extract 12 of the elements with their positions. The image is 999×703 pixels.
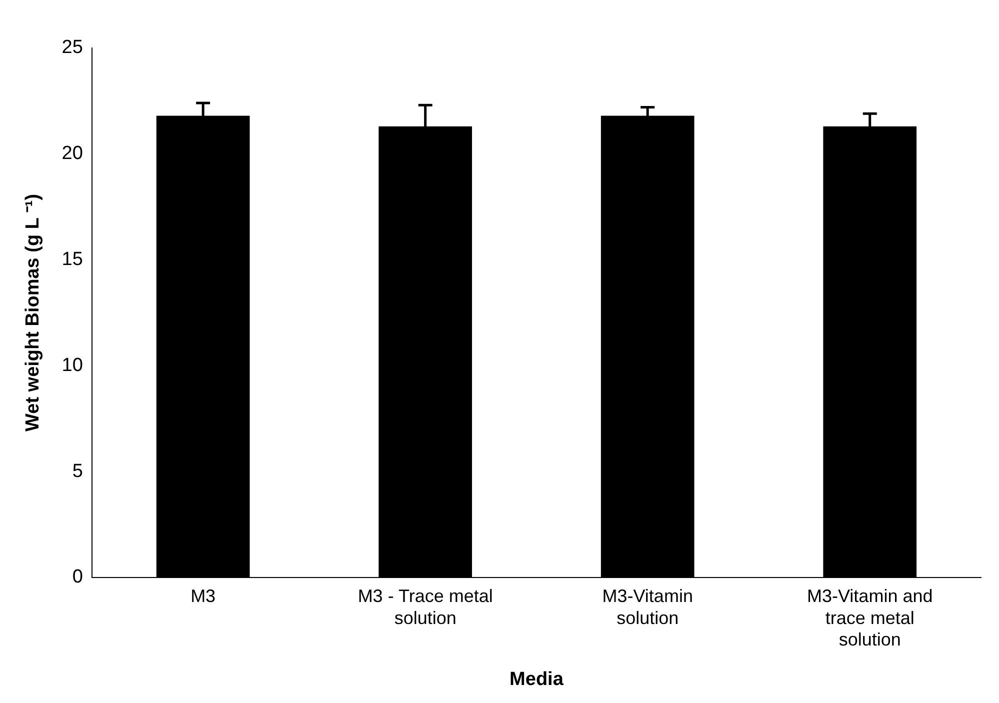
y-axis-title: Wet weight Biomas (g L ⁻¹) xyxy=(22,194,44,432)
y-tick-label: 20 xyxy=(62,143,83,164)
x-tick-label: M3 - Trace metal solution xyxy=(358,586,493,628)
x-tick-label: M3-Vitamin solution xyxy=(602,586,693,628)
y-tick-label: 5 xyxy=(72,460,83,482)
x-tick-label: M3 xyxy=(190,586,216,606)
x-tick-label: M3-Vitamin and trace metal solution xyxy=(807,586,933,650)
x-axis-title: Media xyxy=(510,668,564,690)
y-tick-label: 25 xyxy=(62,37,83,58)
y-tick-label: 15 xyxy=(62,248,83,270)
y-tick-label: 0 xyxy=(72,566,83,588)
y-tick-label: 10 xyxy=(62,354,83,376)
